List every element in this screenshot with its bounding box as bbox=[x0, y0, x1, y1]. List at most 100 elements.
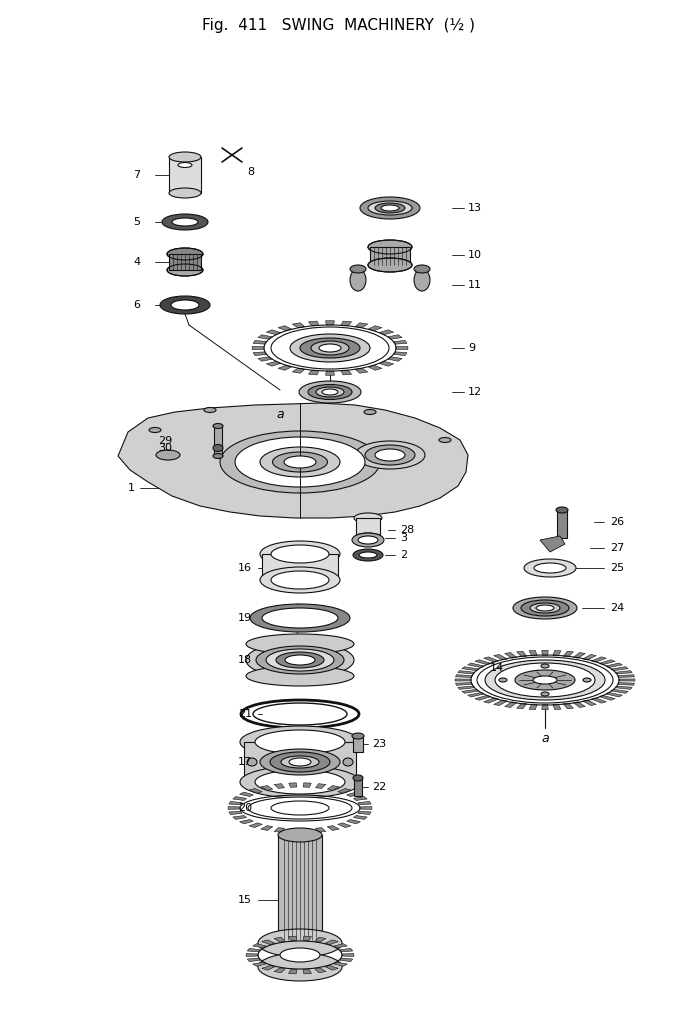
Ellipse shape bbox=[169, 152, 201, 162]
Ellipse shape bbox=[240, 726, 360, 758]
Ellipse shape bbox=[213, 454, 223, 459]
Ellipse shape bbox=[278, 828, 322, 842]
Polygon shape bbox=[615, 686, 632, 689]
Polygon shape bbox=[326, 321, 335, 325]
Ellipse shape bbox=[364, 410, 376, 415]
Ellipse shape bbox=[258, 953, 342, 981]
Text: 25: 25 bbox=[610, 563, 624, 573]
Polygon shape bbox=[339, 949, 353, 952]
Polygon shape bbox=[368, 326, 382, 330]
Text: 17: 17 bbox=[238, 757, 252, 767]
Polygon shape bbox=[253, 962, 266, 966]
Polygon shape bbox=[262, 939, 275, 945]
Ellipse shape bbox=[368, 201, 412, 215]
Polygon shape bbox=[249, 823, 262, 827]
Text: 5: 5 bbox=[133, 217, 140, 227]
Bar bbox=[169, 157, 201, 193]
Text: 27: 27 bbox=[610, 543, 624, 553]
Ellipse shape bbox=[262, 608, 338, 628]
Polygon shape bbox=[540, 536, 565, 552]
Text: 12: 12 bbox=[468, 387, 482, 397]
Ellipse shape bbox=[534, 563, 566, 573]
Polygon shape bbox=[458, 671, 475, 674]
Polygon shape bbox=[314, 937, 326, 943]
Polygon shape bbox=[493, 654, 507, 660]
Ellipse shape bbox=[358, 536, 378, 544]
Bar bbox=[262, 554, 338, 580]
Ellipse shape bbox=[495, 663, 595, 697]
Ellipse shape bbox=[271, 571, 329, 589]
Ellipse shape bbox=[289, 758, 311, 766]
Polygon shape bbox=[239, 792, 254, 796]
Ellipse shape bbox=[256, 646, 344, 674]
Ellipse shape bbox=[167, 264, 203, 276]
Ellipse shape bbox=[213, 424, 223, 428]
Ellipse shape bbox=[368, 258, 412, 272]
Ellipse shape bbox=[285, 655, 315, 665]
Ellipse shape bbox=[260, 567, 340, 593]
Ellipse shape bbox=[171, 300, 199, 310]
Text: 2: 2 bbox=[400, 549, 407, 560]
Polygon shape bbox=[458, 686, 475, 689]
Polygon shape bbox=[325, 939, 338, 945]
Polygon shape bbox=[292, 323, 305, 328]
Ellipse shape bbox=[311, 341, 349, 355]
Polygon shape bbox=[325, 965, 338, 970]
Polygon shape bbox=[261, 825, 272, 830]
Text: 19: 19 bbox=[238, 613, 252, 623]
Text: 24: 24 bbox=[610, 603, 624, 613]
Polygon shape bbox=[278, 326, 292, 330]
Polygon shape bbox=[611, 689, 628, 694]
Polygon shape bbox=[228, 807, 240, 810]
Ellipse shape bbox=[499, 678, 507, 682]
Polygon shape bbox=[619, 679, 635, 681]
Ellipse shape bbox=[343, 758, 353, 766]
Ellipse shape bbox=[360, 197, 420, 219]
Ellipse shape bbox=[160, 296, 210, 314]
Ellipse shape bbox=[270, 752, 330, 772]
Polygon shape bbox=[239, 819, 254, 824]
Polygon shape bbox=[338, 823, 351, 827]
Text: 10: 10 bbox=[468, 250, 482, 260]
Polygon shape bbox=[249, 788, 262, 793]
Ellipse shape bbox=[178, 163, 192, 168]
Ellipse shape bbox=[260, 749, 340, 775]
Polygon shape bbox=[468, 693, 484, 697]
Polygon shape bbox=[258, 357, 272, 361]
Ellipse shape bbox=[280, 948, 320, 962]
Polygon shape bbox=[229, 802, 242, 805]
Polygon shape bbox=[266, 361, 281, 366]
Polygon shape bbox=[393, 352, 407, 356]
Text: 21: 21 bbox=[238, 709, 252, 719]
Ellipse shape bbox=[300, 338, 360, 358]
Polygon shape bbox=[274, 968, 285, 972]
Polygon shape bbox=[303, 936, 312, 941]
Text: 20: 20 bbox=[238, 803, 252, 813]
Text: 26: 26 bbox=[610, 517, 624, 527]
Text: 11: 11 bbox=[468, 280, 482, 290]
Ellipse shape bbox=[169, 188, 201, 198]
Polygon shape bbox=[456, 675, 472, 677]
Polygon shape bbox=[266, 330, 281, 334]
Polygon shape bbox=[455, 679, 471, 681]
Ellipse shape bbox=[316, 387, 344, 397]
Polygon shape bbox=[118, 403, 468, 518]
Ellipse shape bbox=[375, 203, 405, 213]
Ellipse shape bbox=[354, 513, 382, 523]
Polygon shape bbox=[393, 341, 407, 344]
Polygon shape bbox=[563, 651, 573, 657]
Ellipse shape bbox=[524, 559, 576, 577]
Polygon shape bbox=[233, 796, 247, 801]
Polygon shape bbox=[599, 660, 615, 665]
Ellipse shape bbox=[266, 649, 334, 671]
Polygon shape bbox=[379, 330, 393, 334]
Ellipse shape bbox=[353, 549, 383, 561]
Ellipse shape bbox=[235, 437, 365, 487]
Polygon shape bbox=[253, 352, 266, 356]
Ellipse shape bbox=[350, 265, 366, 273]
Polygon shape bbox=[541, 705, 548, 710]
Ellipse shape bbox=[284, 456, 316, 468]
Ellipse shape bbox=[162, 214, 208, 230]
Bar bbox=[370, 247, 410, 265]
Polygon shape bbox=[354, 816, 367, 819]
